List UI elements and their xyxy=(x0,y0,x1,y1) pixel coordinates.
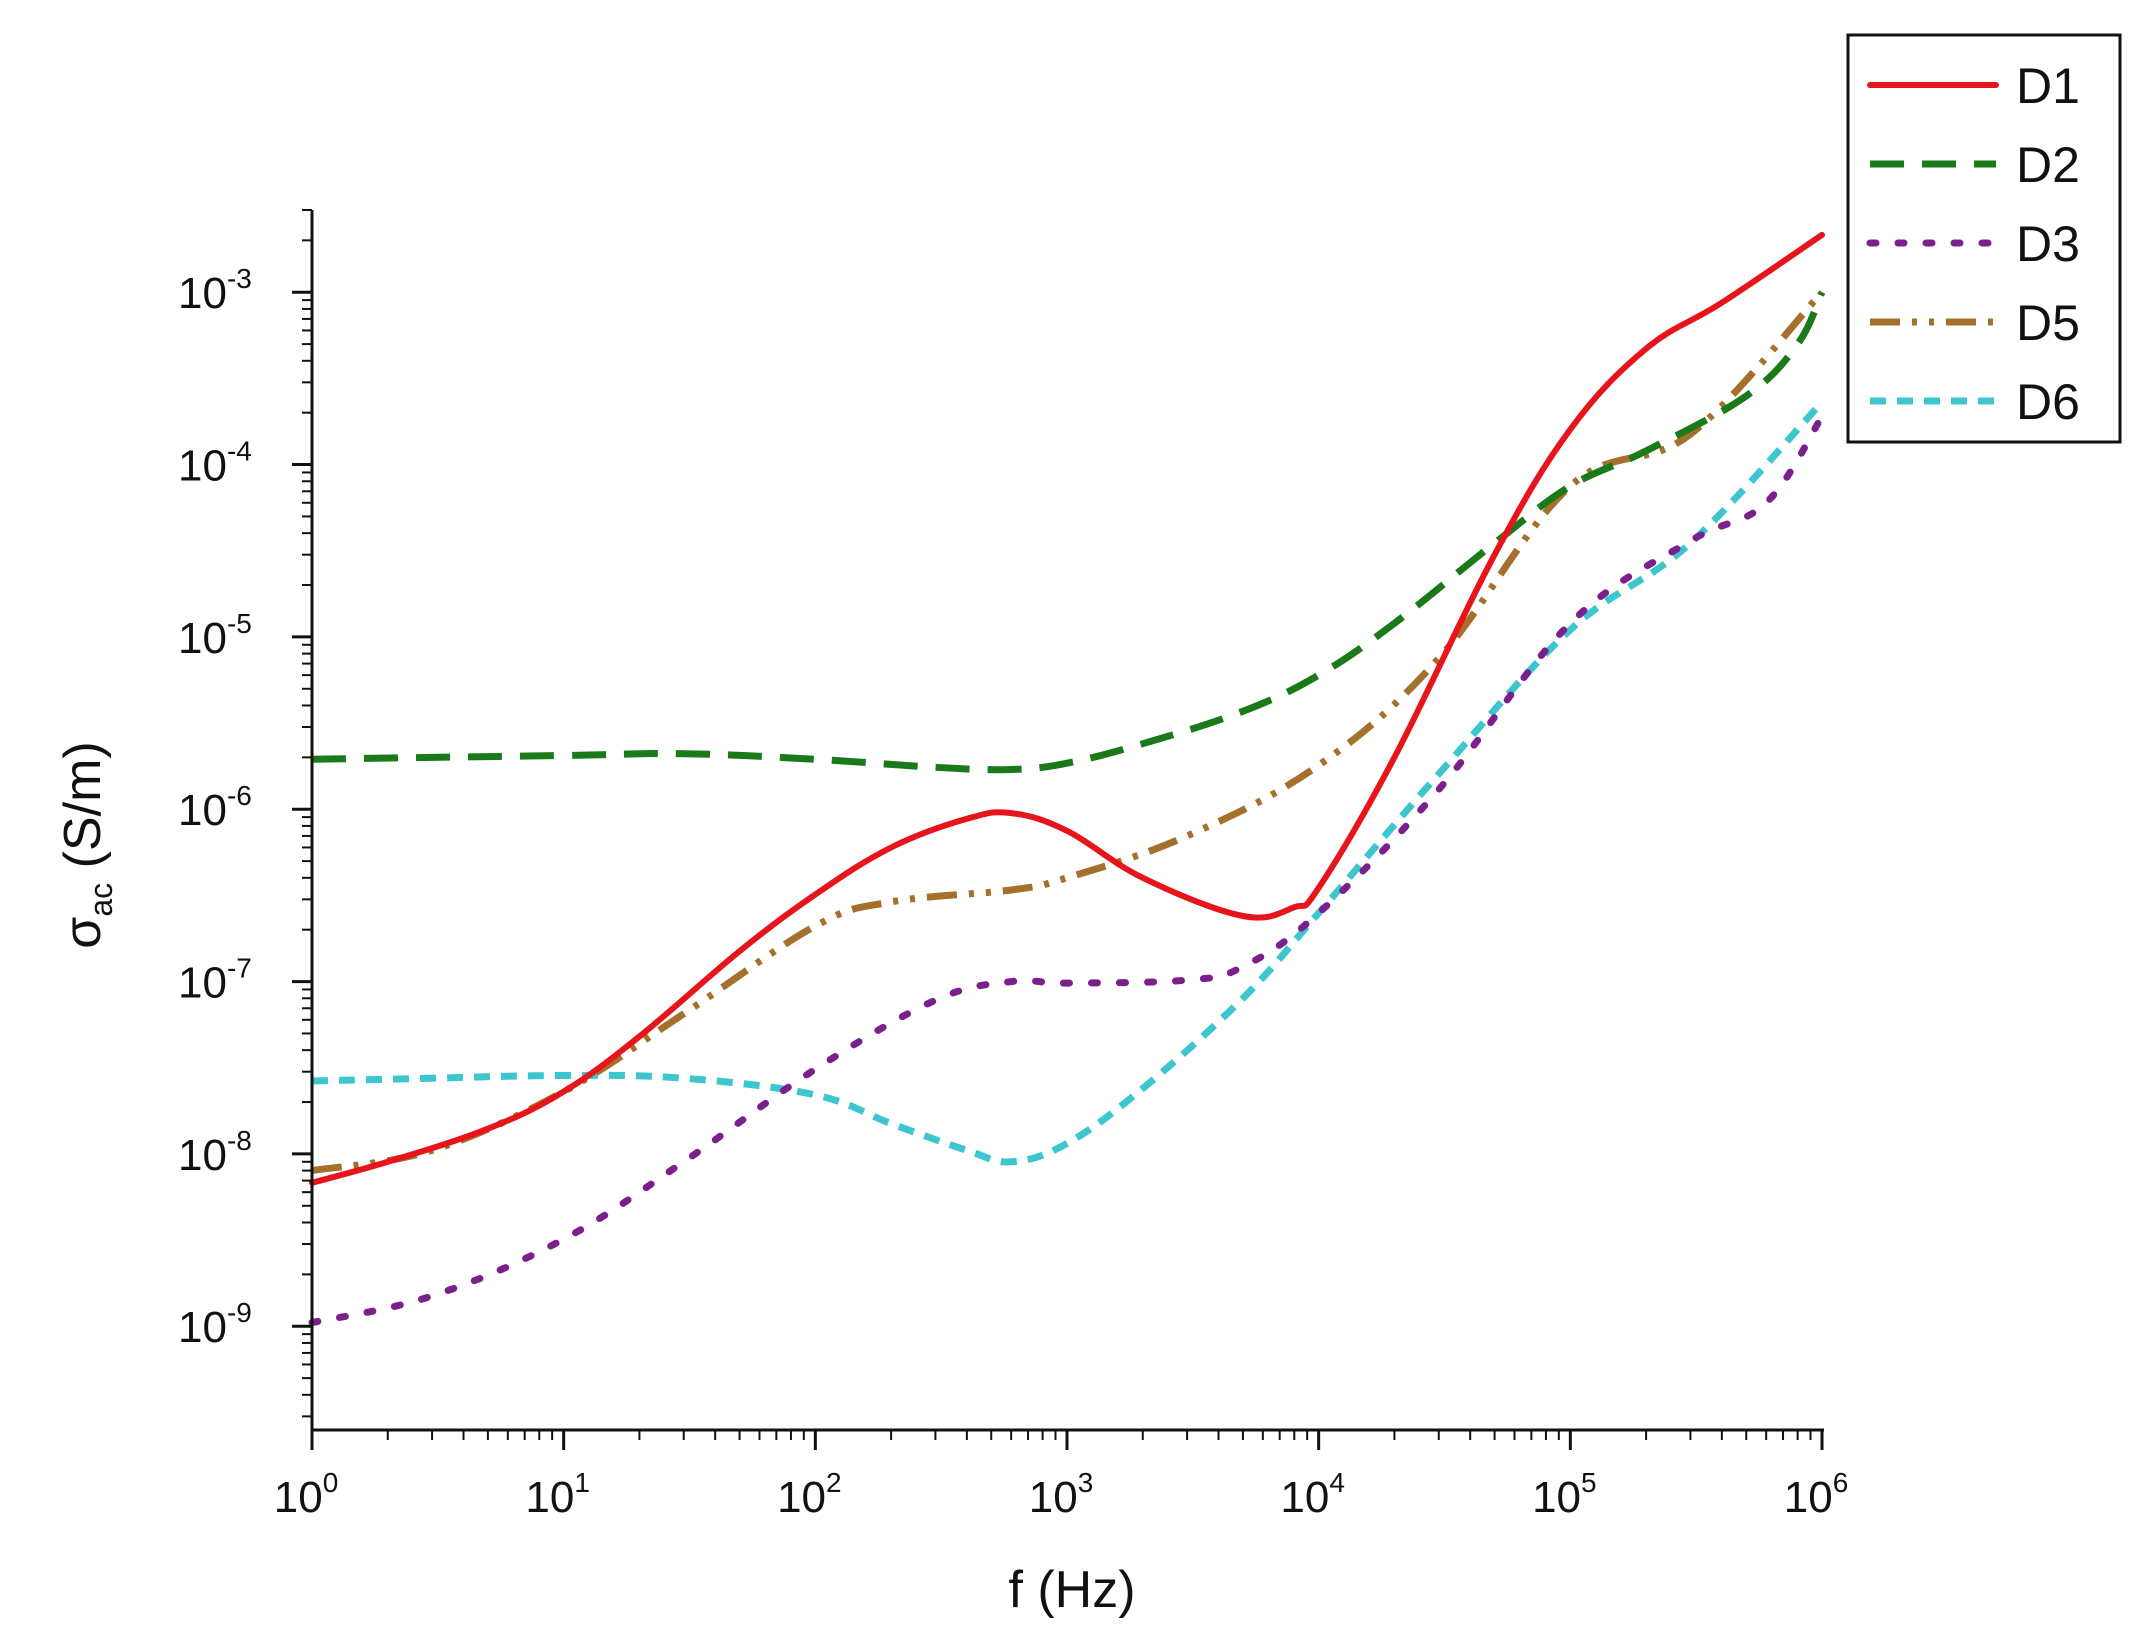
x-axis-title: f (Hz) xyxy=(1008,1561,1135,1619)
y-tick-base: 10 xyxy=(178,786,227,835)
y-tick-base: 10 xyxy=(178,442,227,491)
x-tick-label: 102 xyxy=(777,1467,842,1522)
y-tick-base: 10 xyxy=(178,614,227,663)
x-tick-label: 105 xyxy=(1532,1467,1597,1522)
x-tick-base: 10 xyxy=(525,1473,574,1522)
x-tick-exponent: 6 xyxy=(1833,1467,1849,1498)
y-axis-title: σac (S/m) xyxy=(54,741,119,948)
y-tick-base: 10 xyxy=(178,269,227,318)
series-line-d5 xyxy=(311,289,1825,1175)
y-axis-ticks: 10-910-810-710-610-510-410-3 xyxy=(178,209,312,1418)
x-tick-base: 10 xyxy=(1532,1473,1581,1522)
x-tick-base: 10 xyxy=(777,1473,826,1522)
y-tick-label: 10-3 xyxy=(178,263,252,318)
legend-label-d2: D2 xyxy=(2016,137,2080,193)
y-axis-title-subscript: ac xyxy=(83,883,119,917)
x-tick-label: 103 xyxy=(1029,1467,1094,1522)
x-tick-exponent: 2 xyxy=(826,1467,842,1498)
legend-label-d5: D5 xyxy=(2016,295,2080,351)
y-tick-exponent: -3 xyxy=(227,263,252,294)
x-tick-exponent: 1 xyxy=(574,1467,590,1498)
x-tick-exponent: 3 xyxy=(1078,1467,1094,1498)
y-tick-base: 10 xyxy=(178,959,227,1008)
y-tick-exponent: -9 xyxy=(227,1297,252,1328)
y-tick-label: 10-9 xyxy=(178,1297,252,1352)
y-tick-base: 10 xyxy=(178,1303,227,1352)
x-tick-exponent: 4 xyxy=(1329,1467,1345,1498)
y-tick-label: 10-7 xyxy=(178,953,252,1008)
legend-label-d3: D3 xyxy=(2016,216,2080,272)
series-line-d1 xyxy=(309,231,1825,1186)
y-tick-label: 10-5 xyxy=(178,608,252,663)
x-axis-ticks: 100 101 102 103 104 105 106 xyxy=(274,1430,1849,1522)
y-tick-label: 10-6 xyxy=(178,780,252,835)
legend: D1 D2 D3 D5 D6 xyxy=(1846,33,2122,444)
legend-label-d1: D1 xyxy=(2016,58,2080,114)
y-tick-exponent: -6 xyxy=(227,780,252,811)
x-tick-label: 104 xyxy=(1280,1467,1345,1522)
series-line-d3 xyxy=(308,413,1826,1327)
y-tick-label: 10-4 xyxy=(178,436,252,491)
series-layer xyxy=(308,231,1826,1327)
legend-label-d6: D6 xyxy=(2016,374,2080,430)
y-tick-exponent: -8 xyxy=(227,1125,252,1156)
x-tick-base: 10 xyxy=(1280,1473,1329,1522)
y-tick-exponent: -4 xyxy=(227,436,252,467)
y-tick-base: 10 xyxy=(178,1131,227,1180)
x-tick-base: 10 xyxy=(274,1473,323,1522)
x-tick-label: 106 xyxy=(1784,1467,1849,1522)
y-axis-title-symbol: σ xyxy=(54,917,112,949)
plot-area: 100 101 102 103 104 105 106 10-910-810-710-610… xyxy=(178,209,1849,1522)
x-tick-exponent: 5 xyxy=(1581,1467,1597,1498)
series-line-d6 xyxy=(311,399,1825,1166)
y-tick-exponent: -7 xyxy=(227,953,252,984)
y-axis-title-unit: (S/m) xyxy=(54,741,112,883)
y-tick-label: 10-8 xyxy=(178,1125,252,1180)
series-line-d2 xyxy=(311,290,1826,774)
x-tick-base: 10 xyxy=(1029,1473,1078,1522)
x-tick-label: 100 xyxy=(274,1467,339,1522)
y-tick-exponent: -5 xyxy=(227,608,252,639)
legend-box xyxy=(1846,33,2122,444)
x-tick-exponent: 0 xyxy=(323,1467,339,1498)
x-tick-base: 10 xyxy=(1784,1473,1833,1522)
x-tick-label: 101 xyxy=(525,1467,590,1522)
